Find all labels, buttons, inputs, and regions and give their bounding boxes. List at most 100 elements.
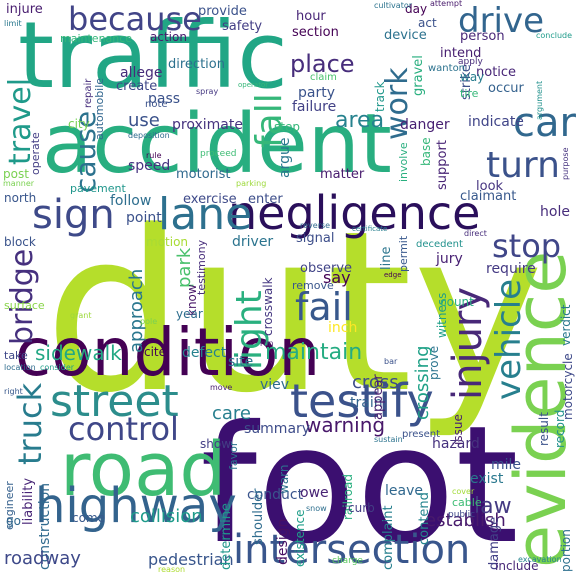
- word-section: section: [292, 25, 339, 40]
- word-cover: cover: [452, 487, 475, 496]
- word-provide: provide: [198, 4, 247, 19]
- word-purpose: purpose: [561, 147, 570, 181]
- word-inch: inch: [328, 320, 358, 336]
- word-manner: manner: [3, 179, 35, 188]
- word-count: count: [440, 295, 474, 309]
- word-fail: fail: [295, 285, 353, 329]
- word-create: create: [116, 79, 158, 94]
- word-claim: claim: [310, 72, 337, 83]
- word-sign: sign: [32, 192, 115, 238]
- word-run: run: [260, 339, 274, 348]
- word-matter: matter: [320, 167, 365, 182]
- word-site: site: [228, 354, 254, 370]
- word-snow: snow: [306, 504, 327, 513]
- word-include: include: [495, 559, 539, 573]
- word-city: city: [68, 117, 90, 131]
- word-road: road: [60, 427, 227, 513]
- word-turn: turn: [486, 145, 560, 186]
- word-apply: apply: [458, 57, 483, 67]
- word-person: person: [460, 29, 505, 44]
- word-operate: operate: [29, 132, 42, 175]
- word-party: party: [298, 85, 335, 101]
- word-speed: speed: [128, 158, 171, 174]
- word-cite: cite: [144, 345, 167, 359]
- word-tire: tire: [460, 87, 479, 100]
- word-parking: parking: [236, 179, 267, 188]
- word-allege: allege: [120, 65, 163, 81]
- word-look: look: [476, 179, 504, 194]
- word-failure: failure: [292, 99, 337, 115]
- word-pedestrian: pedestrian: [148, 550, 234, 569]
- word-care: care: [212, 403, 252, 424]
- word-warning: warning: [305, 413, 386, 437]
- word-safety: safety: [222, 19, 263, 34]
- word-owe: owe: [300, 485, 329, 501]
- word-maintenance: maintenance: [60, 32, 133, 45]
- word-jury: jury: [436, 251, 463, 267]
- word-conduct: conduct: [247, 487, 304, 503]
- word-pole: pole: [140, 317, 158, 326]
- word-right: right: [4, 387, 23, 396]
- word-park: park: [174, 247, 195, 288]
- word-motorist: motorist: [176, 167, 231, 182]
- word-portion: portion: [559, 529, 573, 572]
- word-direct: direct: [464, 229, 487, 238]
- word-prove: prove: [427, 345, 441, 380]
- word-traffic: traffic: [18, 2, 288, 109]
- word-appear: appear: [371, 374, 386, 420]
- word-claimant: claimant: [460, 189, 517, 204]
- word-train: train: [350, 395, 383, 411]
- word-permit: permit: [397, 235, 410, 272]
- word-proximate: proximate: [172, 117, 243, 133]
- word-negligence: negligence: [228, 186, 481, 240]
- word-rule: rule: [146, 151, 162, 160]
- word-condition: condition: [15, 314, 321, 391]
- word-require: require: [486, 261, 536, 277]
- word-stop: stop: [492, 227, 562, 265]
- word-notice: notice: [476, 65, 517, 80]
- word-danger: danger: [400, 117, 450, 133]
- word-issue: issue: [451, 414, 465, 445]
- word-exist: exist: [470, 471, 504, 487]
- word-leave: leave: [385, 483, 423, 499]
- word-track: track: [373, 81, 387, 112]
- word-foot: foot: [200, 392, 519, 576]
- word-use: use: [128, 110, 160, 131]
- word-exercise: exercise: [183, 192, 237, 207]
- word-base: base: [419, 137, 433, 166]
- word-verdict: verdict: [559, 304, 573, 346]
- word-pass: pass: [148, 91, 181, 107]
- word-signal: signal: [296, 231, 335, 246]
- word-collision: collision: [130, 506, 203, 527]
- word-remove: remove: [292, 279, 334, 292]
- word-direction: direction: [168, 57, 225, 72]
- word-note: note: [145, 99, 168, 110]
- word-say: say: [323, 268, 351, 287]
- word-public: public: [448, 510, 476, 520]
- word-bar: bar: [384, 357, 398, 366]
- word-deposition: deposition: [128, 131, 170, 140]
- word-defect: defect: [182, 345, 227, 361]
- word-sustain: sustain: [374, 435, 403, 444]
- word-complaint: complaint: [381, 505, 396, 570]
- word-drive: drive: [458, 1, 545, 41]
- word-edge: edge: [384, 271, 402, 279]
- word-certificate: certificate: [352, 225, 388, 233]
- word-device: device: [384, 28, 427, 43]
- word-attempt: attempt: [430, 0, 463, 8]
- word-consider: consider: [40, 363, 75, 372]
- word-crosswalk: crosswalk: [261, 277, 275, 336]
- word-hole: hole: [540, 204, 570, 220]
- word-follow: follow: [110, 193, 152, 209]
- word-enter: enter: [248, 192, 283, 207]
- word-reverse: reverse: [300, 221, 331, 230]
- word-line: line: [379, 246, 394, 270]
- word-area: area: [335, 108, 385, 133]
- word-proceed: proceed: [200, 149, 237, 159]
- word-place: place: [290, 50, 355, 78]
- word-grant: grant: [70, 311, 92, 320]
- word-come: come: [72, 511, 106, 525]
- word-driver: driver: [232, 234, 274, 250]
- word-testify: testify: [290, 374, 434, 428]
